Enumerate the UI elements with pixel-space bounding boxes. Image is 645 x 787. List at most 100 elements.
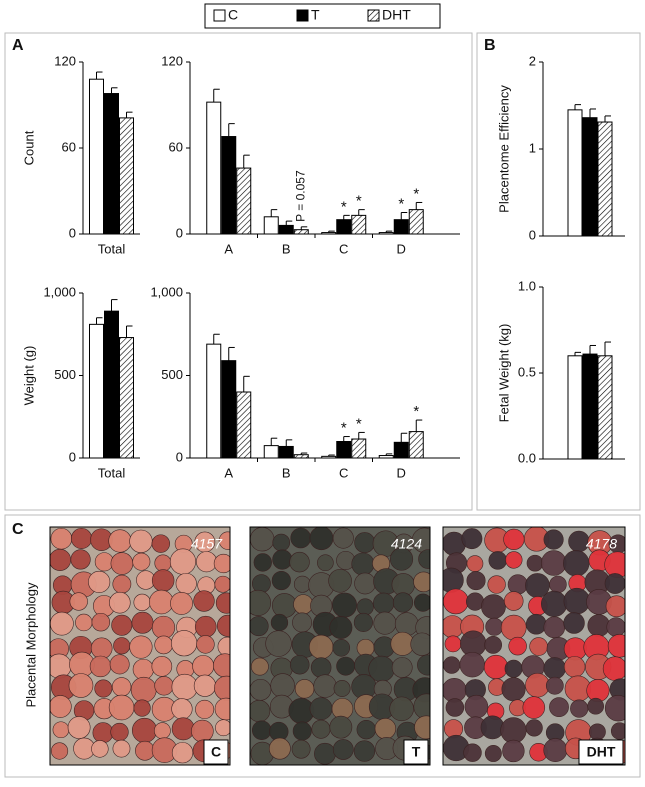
bar: [263, 445, 279, 459]
placentome: [89, 655, 112, 678]
placentome: [154, 554, 172, 572]
error-bar: [300, 452, 308, 455]
placentome: [70, 549, 91, 570]
photo-frame: [249, 526, 431, 766]
bar: [293, 454, 309, 459]
legend-swatch: [296, 9, 309, 22]
placentome: [461, 528, 483, 550]
bar: [378, 455, 394, 459]
placentome: [214, 697, 230, 721]
placentome: [71, 527, 93, 549]
annotation: *: [413, 185, 419, 202]
placentome: [541, 590, 568, 618]
placentome: [218, 531, 230, 550]
x-tick-label: B: [282, 241, 291, 256]
error-bar: [415, 201, 423, 210]
placentome: [153, 722, 171, 740]
placentome: [604, 695, 625, 722]
placentome: [485, 617, 504, 636]
error-bar: [111, 87, 118, 94]
placentome: [289, 551, 310, 573]
placentome: [129, 635, 153, 659]
y-tick-label: 60: [62, 139, 76, 154]
error-bar: [328, 454, 335, 457]
x-tick-label: Total: [98, 241, 126, 256]
placentome: [332, 592, 357, 618]
placentome: [503, 528, 525, 550]
placentome: [602, 656, 625, 681]
placentome: [606, 617, 625, 637]
y-tick-label: 120: [54, 53, 76, 68]
y-tick-label: 0: [69, 225, 76, 240]
placentome: [480, 715, 505, 740]
placentome: [563, 612, 585, 634]
error-bar: [574, 104, 581, 110]
placentome: [265, 630, 292, 657]
bar: [567, 355, 583, 460]
placentome: [354, 532, 376, 554]
placentome: [443, 656, 461, 674]
placentome: [372, 592, 395, 614]
error-bar: [589, 344, 596, 355]
bar: [582, 353, 598, 460]
placentome: [543, 616, 566, 639]
y-tick-label: 0: [69, 449, 76, 464]
placentome: [504, 659, 523, 678]
placentome: [113, 637, 131, 655]
placentome: [507, 574, 528, 595]
placentome: [526, 554, 544, 572]
legend-label: T: [311, 7, 320, 23]
placentome: [414, 715, 430, 740]
placentome: [607, 634, 625, 658]
group-box: [203, 739, 229, 765]
bar: [378, 232, 394, 235]
placentome: [191, 719, 214, 743]
placentome: [250, 678, 272, 701]
placentome: [171, 673, 198, 701]
group-box: [578, 739, 624, 765]
placentome: [389, 696, 414, 722]
annotation: *: [341, 420, 347, 437]
placentome: [394, 612, 419, 636]
placentome: [354, 572, 376, 595]
bar: [321, 232, 337, 235]
placentome: [464, 694, 489, 719]
y-tick-label: 0: [529, 227, 536, 242]
bar: [393, 441, 409, 459]
placentome: [488, 551, 508, 570]
placentome: [389, 547, 414, 571]
bar: [89, 78, 104, 235]
error-bar: [385, 453, 393, 456]
panel-label: A: [12, 37, 24, 54]
placentome: [131, 611, 154, 634]
placentome: [487, 575, 506, 594]
placentome: [291, 739, 311, 759]
bar: [119, 337, 134, 459]
animal-id: 4178: [586, 536, 617, 552]
placentome: [308, 634, 334, 660]
placentome: [413, 571, 430, 593]
error-bar: [111, 299, 118, 312]
error-bar: [285, 439, 293, 447]
placentome: [151, 656, 173, 677]
placentome: [356, 598, 374, 616]
placentome: [75, 613, 93, 632]
group-label: T: [412, 744, 421, 760]
y-axis-label: Fetal Weight (kg): [496, 324, 511, 423]
placentome: [332, 527, 354, 549]
legend-swatch: [367, 9, 380, 22]
placentome: [333, 680, 351, 697]
photo-frame: [49, 526, 231, 766]
placentome: [171, 742, 194, 764]
x-tick-label: A: [224, 241, 233, 256]
y-tick-label: 1,000: [150, 284, 183, 299]
bar: [351, 214, 367, 235]
placentome: [309, 697, 333, 721]
placentome: [529, 637, 548, 656]
placentome: [109, 591, 131, 614]
error-bar: [400, 212, 408, 220]
y-tick-label: 0.0: [518, 450, 536, 465]
placentome: [313, 674, 337, 698]
placentome: [175, 572, 197, 595]
placenta-photo: [443, 527, 625, 765]
